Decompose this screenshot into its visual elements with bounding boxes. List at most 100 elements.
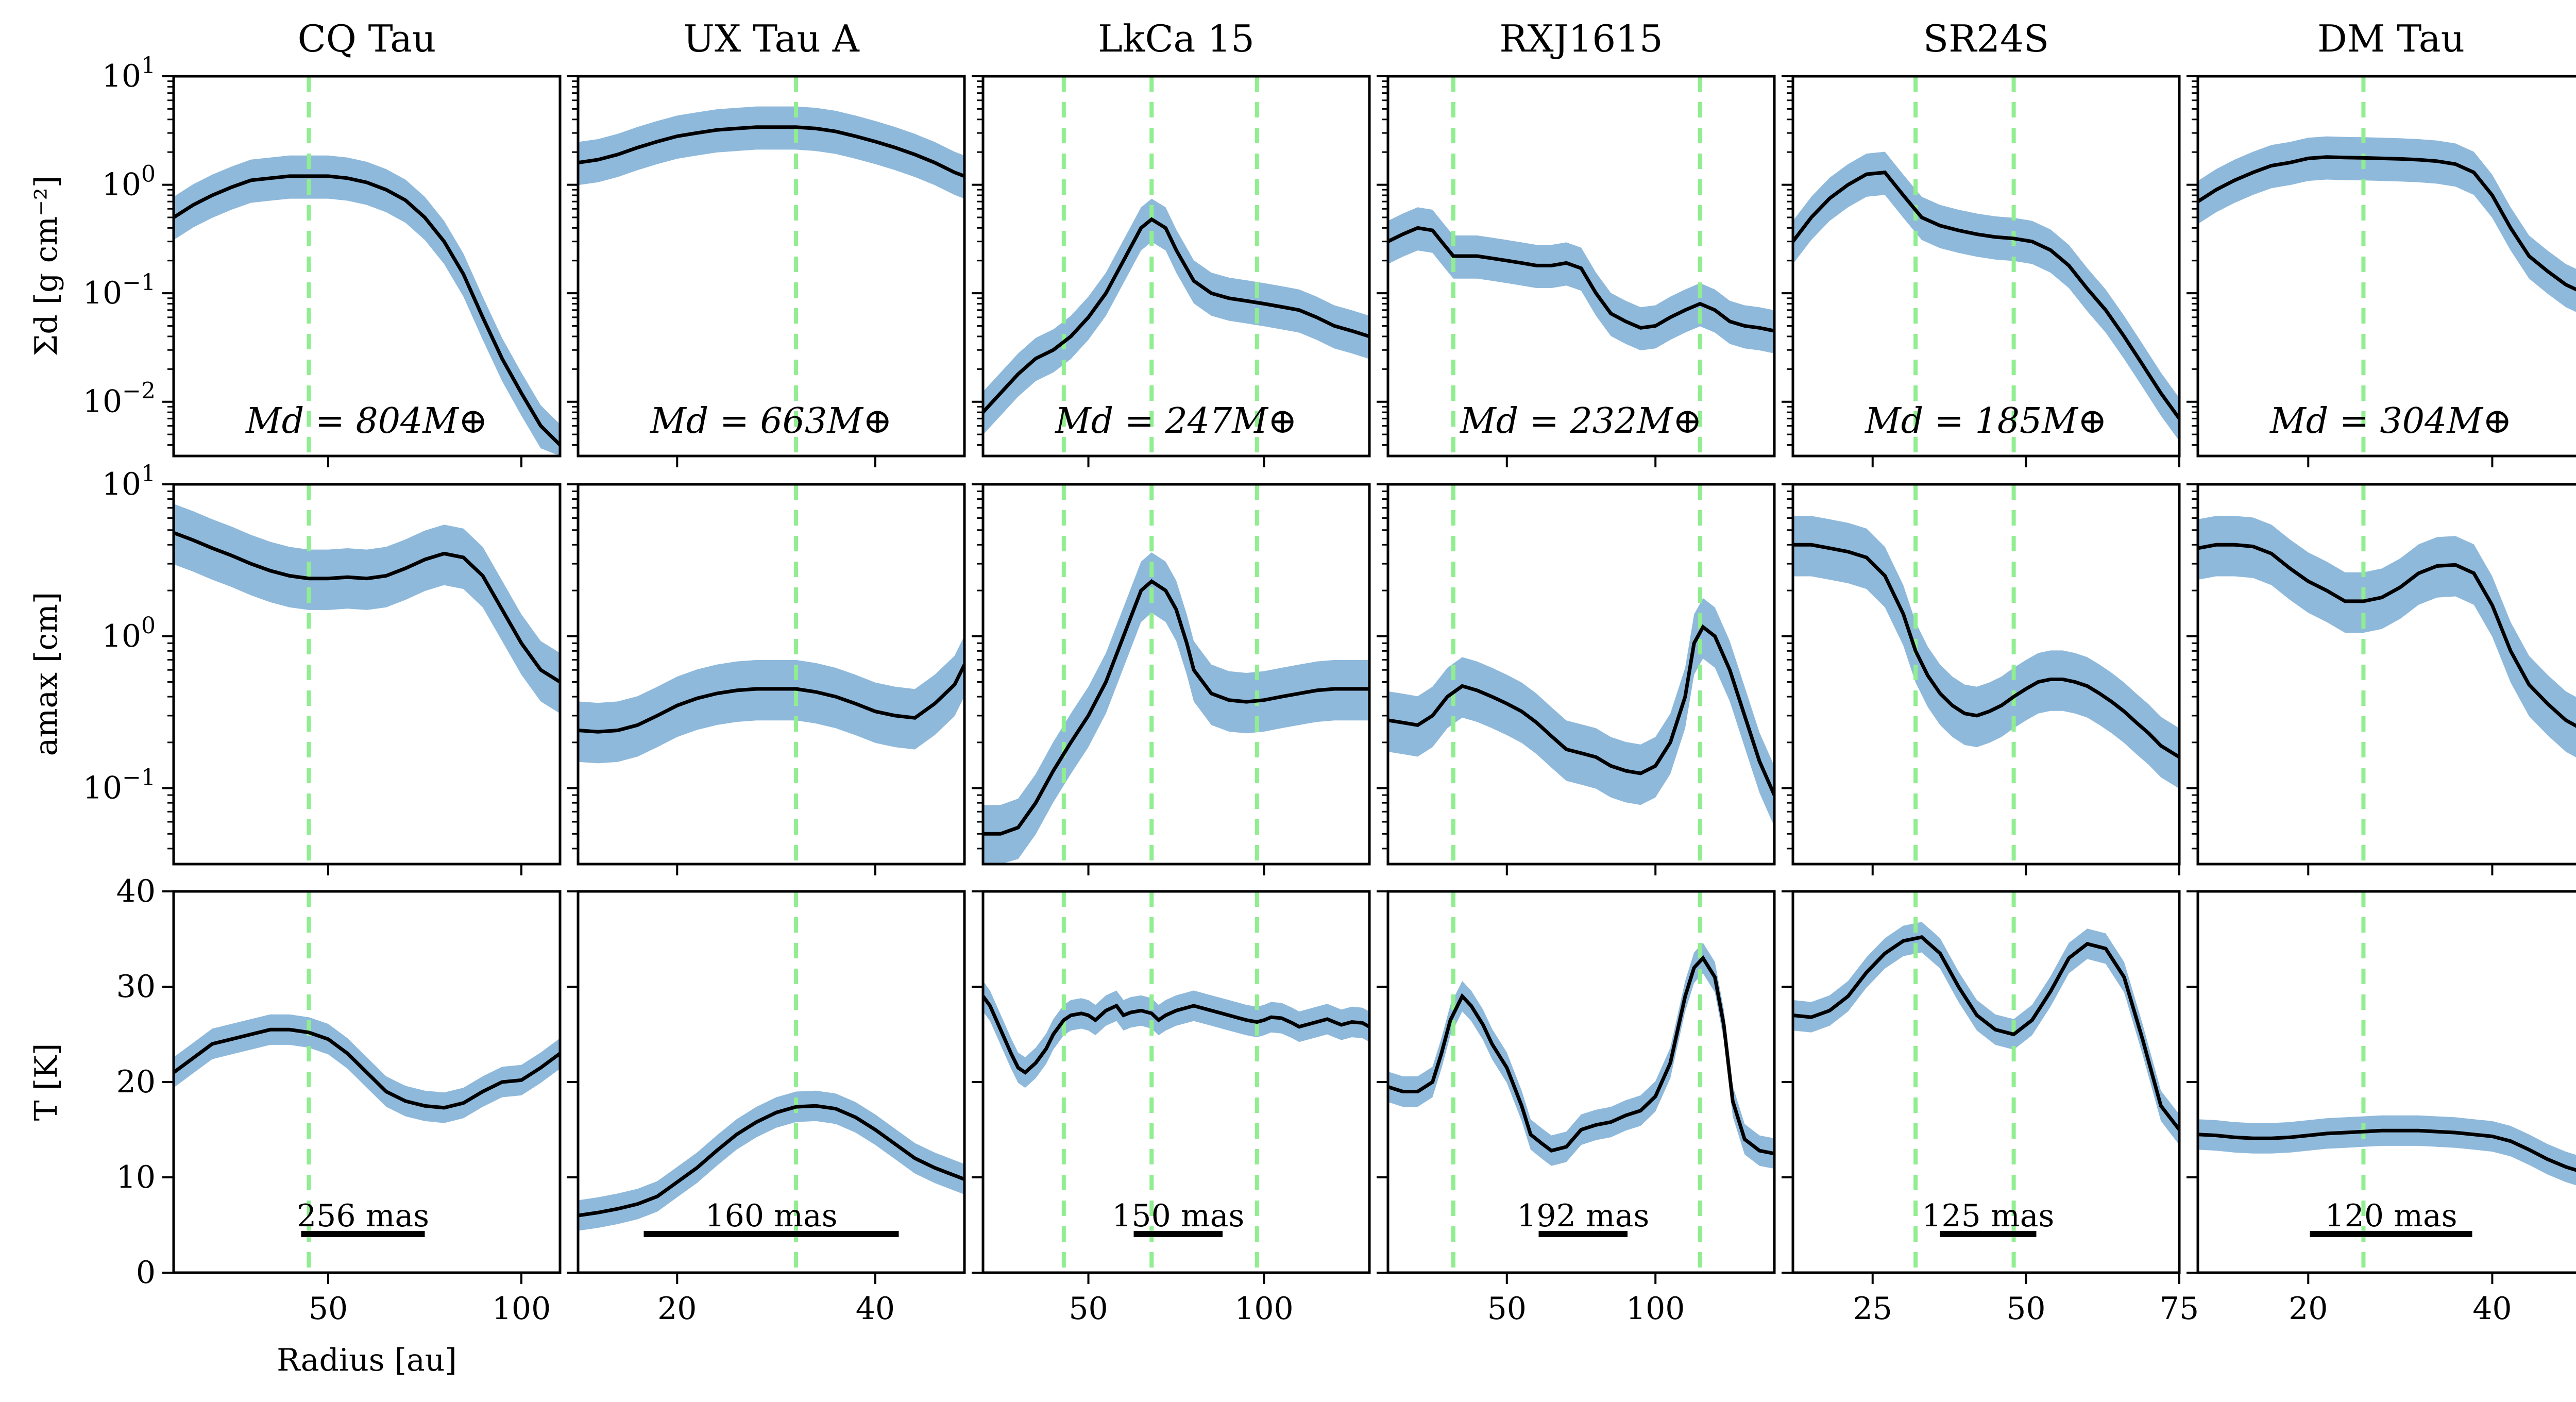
panel-amax-3 (1377, 483, 1776, 875)
series-line-amax (1793, 543, 2179, 759)
plot-area-temp-5 (2198, 891, 2576, 1273)
plot-area-sigma-1 (578, 76, 964, 456)
series-line-sigma (1388, 226, 1774, 333)
plot-area-sigma-0 (174, 76, 560, 456)
plot-area-amax-5 (2198, 484, 2576, 864)
panel-sigma-2 (972, 75, 1371, 467)
panel-amax-5 (2187, 483, 2576, 875)
x-tick-label: 40 (856, 1291, 895, 1327)
x-tick-label: 75 (2160, 1291, 2199, 1327)
scale-bar-label-1: 160 mas (705, 1198, 837, 1234)
panel-sigma-4 (1782, 75, 2181, 467)
panel-sigma-3 (1377, 75, 1776, 467)
axes-frame-amax-3 (1386, 483, 1776, 866)
y-tick-label: 100 (102, 613, 156, 654)
axes-frame-amax-4 (1791, 483, 2181, 866)
axes-frame-sigma-5 (2196, 75, 2576, 458)
x-tick-label: 40 (2472, 1291, 2512, 1327)
uncertainty-band-temp (983, 981, 1369, 1088)
series-line-temp (2198, 1128, 2576, 1172)
y-tick-label: 10−1 (83, 765, 156, 806)
axes-frame-amax-0 (172, 483, 562, 866)
axes-frame-sigma-0 (172, 75, 562, 458)
panel-temp-4 (1782, 890, 2181, 1284)
uncertainty-band-temp (2198, 1115, 2576, 1186)
y-axis-label-1: amax [cm] (28, 592, 64, 756)
plot-area-amax-2 (983, 484, 1369, 864)
panel-temp-1 (567, 890, 966, 1284)
disk-mass-label-3: Md = 232M⊕ (1459, 401, 1702, 442)
plot-area-amax-1 (578, 484, 964, 864)
panel-sigma-0 (162, 75, 562, 467)
x-tick-label: 100 (492, 1291, 551, 1327)
plot-area-temp-4 (1793, 891, 2179, 1273)
disk-mass-label-4: Md = 185M⊕ (1864, 401, 2107, 442)
uncertainty-band-amax (578, 635, 964, 764)
plot-area-temp-2 (983, 891, 1369, 1273)
axes-frame-amax-1 (577, 483, 966, 866)
axes-frame-amax-2 (981, 483, 1371, 866)
series-line-amax (578, 664, 964, 734)
axes-frame-sigma-2 (981, 75, 1371, 458)
series-line-amax (2198, 543, 2576, 728)
series-line-temp (174, 1027, 560, 1110)
series-line-temp (1388, 955, 1774, 1156)
y-tick-label: 10 (116, 1159, 156, 1195)
panel-amax-2 (972, 483, 1371, 875)
uncertainty-band-amax (1388, 598, 1774, 827)
scale-bar-label-5: 120 mas (2325, 1198, 2457, 1234)
axes-frame-amax-5 (2196, 483, 2576, 866)
disk-mass-label-2: Md = 247M⊕ (1054, 401, 1297, 442)
y-tick-label: 101 (102, 461, 156, 502)
panel-sigma-1 (567, 75, 966, 467)
uncertainty-band-temp (1793, 922, 2179, 1145)
disk-mass-label-1: Md = 663M⊕ (649, 401, 892, 442)
y-tick-label: 10−1 (83, 269, 156, 311)
series-line-sigma (578, 125, 964, 178)
uncertainty-band-sigma (1388, 207, 1774, 353)
panel-title-2: LkCa 15 (1098, 17, 1255, 60)
x-tick-label: 100 (1626, 1291, 1685, 1327)
plot-area-amax-4 (1793, 484, 2179, 864)
series-line-sigma (2198, 155, 2576, 292)
panel-title-0: CQ Tau (298, 17, 436, 60)
plot-area-sigma-5 (2198, 76, 2576, 456)
y-axis-label-0: Σd [g cm⁻²] (28, 176, 64, 356)
y-tick-label: 20 (116, 1064, 156, 1100)
y-tick-label: 30 (116, 969, 156, 1005)
uncertainty-band-sigma (578, 106, 964, 199)
y-axis-label-2: T [K] (28, 1043, 64, 1121)
x-axis-label: Radius [au] (277, 1342, 457, 1378)
disk-mass-label-0: Md = 804M⊕ (245, 401, 488, 442)
uncertainty-band-amax (1793, 516, 2179, 789)
scale-bar-label-0: 256 mas (297, 1198, 429, 1234)
series-line-sigma (983, 217, 1369, 414)
plot-area-temp-0 (174, 891, 560, 1273)
panel-sigma-5 (2187, 75, 2576, 467)
series-line-amax (1388, 624, 1774, 796)
panel-temp-2 (972, 890, 1371, 1284)
plot-area-temp-1 (578, 891, 964, 1273)
axes-frame-sigma-4 (1791, 75, 2181, 458)
scale-bar-label-4: 125 mas (1922, 1198, 2054, 1234)
plot-area-amax-0 (174, 484, 560, 864)
plot-area-sigma-2 (983, 76, 1369, 456)
uncertainty-band-temp (174, 1014, 560, 1123)
disk-mass-label-5: Md = 304M⊕ (2269, 401, 2512, 442)
panel-temp-3 (1377, 890, 1776, 1284)
series-line-amax (174, 531, 560, 684)
plot-area-sigma-3 (1388, 76, 1774, 456)
x-tick-label: 50 (1487, 1291, 1527, 1327)
axes-frame-sigma-3 (1386, 75, 1776, 458)
panel-title-5: DM Tau (2317, 17, 2465, 60)
panel-title-3: RXJ1615 (1499, 17, 1663, 60)
uncertainty-band-amax (983, 552, 1369, 864)
x-tick-label: 100 (1234, 1291, 1294, 1327)
x-tick-label: 20 (2289, 1291, 2328, 1327)
x-tick-label: 50 (309, 1291, 348, 1327)
plot-area-amax-3 (1388, 484, 1774, 864)
series-line-temp (1793, 935, 2179, 1131)
panel-title-4: SR24S (1923, 17, 2049, 60)
x-tick-label: 50 (1069, 1291, 1108, 1327)
